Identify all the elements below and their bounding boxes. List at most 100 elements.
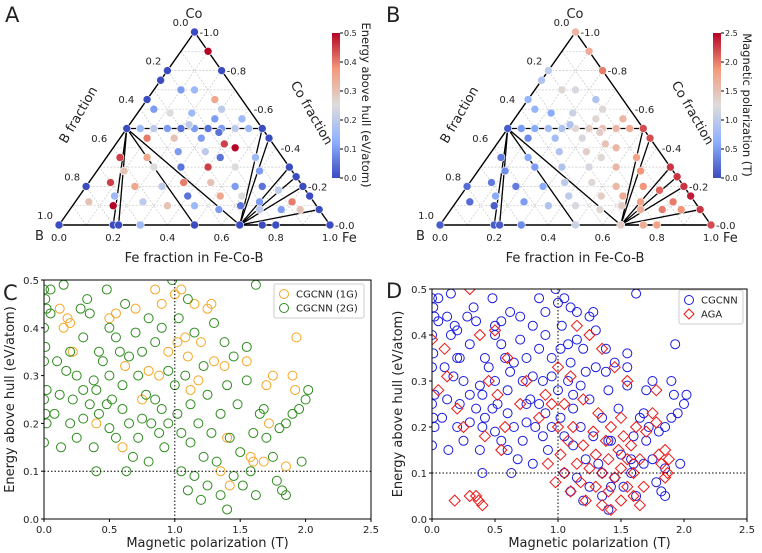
data-point [676, 205, 686, 214]
x-axis-label: Fe fraction in Fe-Co-B [506, 251, 645, 266]
ternary-plot-a: 0.0 -0.0 0.0 0.2 -0.2 0.2 0.4 -0.4 0.4 0.6 -0.6 0.6… [35, 7, 373, 266]
data-point [173, 313, 184, 324]
data-point [563, 339, 574, 350]
data-point [71, 370, 82, 381]
co-tick-label: -0.8 [227, 67, 247, 78]
data-point [540, 408, 551, 419]
data-point [142, 153, 152, 162]
data-point [478, 429, 492, 443]
data-point [45, 284, 56, 295]
data-point [101, 399, 112, 410]
data-point [44, 437, 49, 448]
tie-line [507, 128, 577, 226]
data-point [448, 494, 461, 507]
data-point [452, 422, 463, 432]
b-tick-label: 0.2 [145, 57, 161, 68]
data-point [257, 124, 267, 133]
data-point [442, 311, 453, 322]
data-point [576, 439, 590, 452]
data-point [287, 370, 298, 381]
legend-marker [279, 289, 289, 299]
data-point [590, 362, 601, 373]
data-point [124, 351, 135, 362]
data-point [49, 408, 60, 419]
data-point [180, 332, 191, 343]
data-point [255, 197, 264, 207]
data-point [52, 356, 63, 367]
x-tick-label: 2.5 [363, 525, 379, 536]
data-point [564, 370, 577, 383]
data-point [196, 133, 206, 143]
data-point [646, 406, 659, 420]
vertex-label-b: B [416, 229, 425, 244]
data-point [287, 408, 298, 419]
data-point [303, 384, 314, 395]
colorbar-tick-label: 2.0 [725, 58, 738, 67]
data-point [120, 298, 131, 309]
data-point [511, 182, 521, 191]
b-tick-label: 0.6 [472, 134, 488, 145]
data-point [621, 374, 634, 388]
x-tick-label: 2.5 [739, 525, 755, 536]
data-point [580, 366, 591, 377]
x-tick-label: 1.0 [167, 525, 183, 536]
data-point [580, 454, 591, 465]
data-point [515, 311, 526, 322]
data-point [633, 498, 647, 512]
data-point [489, 201, 499, 210]
data-point [203, 46, 213, 56]
data-point [603, 385, 614, 396]
data-point [217, 104, 226, 114]
data-point [150, 284, 161, 295]
data-point [56, 442, 67, 453]
b-tick-label: 0.4 [499, 95, 515, 106]
data-point [487, 178, 496, 187]
co-tick-label: -1.0 [200, 28, 220, 39]
data-point [512, 454, 523, 465]
grid-line [99, 166, 141, 226]
data-point [706, 220, 716, 230]
data-point [182, 294, 193, 305]
data-point [75, 303, 86, 314]
data-point [44, 322, 49, 333]
tie-line [239, 128, 263, 226]
data-point [550, 133, 560, 143]
data-point [230, 143, 240, 153]
data-point [443, 445, 454, 455]
data-point [136, 124, 145, 133]
data-point [432, 422, 440, 432]
data-point [435, 220, 445, 230]
fe-tick-label: 0.2 [105, 233, 121, 244]
tie-line [126, 128, 196, 226]
data-point [652, 220, 662, 230]
data-point [190, 201, 199, 210]
data-point [291, 172, 301, 182]
data-point [432, 362, 437, 373]
co-tick-label: -0.4 [662, 144, 682, 155]
data-point [54, 220, 64, 230]
b-tick-label: 0.4 [118, 95, 134, 106]
axes-frame [43, 279, 372, 520]
data-point [657, 205, 667, 214]
data-point [542, 445, 553, 455]
data-point [506, 468, 517, 478]
data-point [133, 432, 144, 443]
data-point [498, 420, 512, 434]
data-point [433, 293, 444, 304]
data-point [500, 353, 511, 363]
data-point [544, 66, 553, 75]
data-point [608, 471, 621, 484]
vertex-label-co: Co [566, 7, 583, 22]
colorbar-label: Magnetic polarization (T) [740, 33, 754, 177]
data-point [651, 477, 662, 488]
data-point [595, 205, 605, 214]
data-point [81, 182, 91, 191]
data-point [604, 420, 618, 434]
data-point [432, 399, 437, 409]
data-point [232, 399, 243, 410]
data-point [576, 393, 590, 406]
data-point [560, 178, 569, 187]
data-point [230, 182, 240, 191]
data-point [93, 346, 104, 357]
data-point [133, 370, 144, 381]
